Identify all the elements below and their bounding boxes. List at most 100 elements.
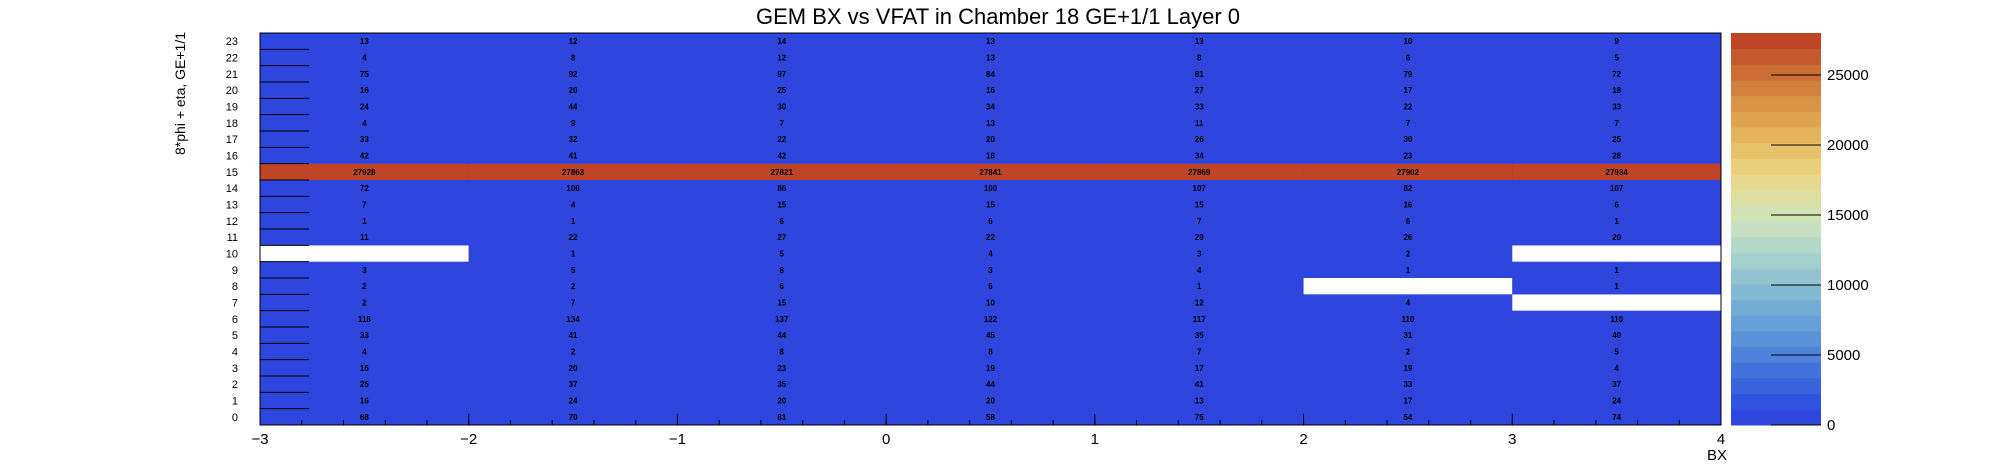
heatmap-cell <box>260 33 469 50</box>
cell-value-label: 14 <box>777 37 786 46</box>
colorbar-band <box>1731 362 1821 379</box>
cell-value-label: 6 <box>1614 201 1619 210</box>
colorbar-band <box>1731 142 1821 159</box>
cell-value-label: 44 <box>569 103 578 112</box>
cell-value-label: 75 <box>1195 413 1204 422</box>
heatmap-cell <box>468 212 678 229</box>
colorbar-band <box>1731 111 1821 128</box>
cell-value-label: 122 <box>984 315 998 324</box>
cell-value-label: 27934 <box>1606 168 1629 177</box>
heatmap-cell <box>677 294 887 311</box>
heatmap-cell <box>1094 147 1304 164</box>
heatmap-cell <box>1512 327 1721 344</box>
cell-value-label: 4 <box>1614 364 1619 373</box>
cell-value-label: 33 <box>1403 380 1412 389</box>
heatmap-cell <box>468 359 678 376</box>
heatmap-cell <box>1303 392 1513 409</box>
cell-value-label: 27 <box>1195 86 1204 95</box>
heatmap-cell <box>677 359 887 376</box>
cell-value-label: 24 <box>360 103 369 112</box>
cell-value-label: 8 <box>780 266 785 275</box>
heatmap-cell <box>677 131 887 148</box>
colorbar-band <box>1731 127 1821 144</box>
heatmap-cell <box>1094 359 1304 376</box>
cell-value-label: 26 <box>1195 135 1204 144</box>
cell-value-label: 34 <box>1195 152 1204 161</box>
cell-value-label: 15 <box>777 299 786 308</box>
cell-value-label: 44 <box>986 380 995 389</box>
heatmap-cell <box>1512 131 1721 148</box>
cell-value-label: 5 <box>1614 348 1619 357</box>
heatmap-cell <box>677 245 887 262</box>
heatmap-cell <box>468 180 678 197</box>
heatmap-cell <box>886 327 1095 344</box>
heatmap-cell <box>1094 294 1304 311</box>
heatmap-cell <box>1512 114 1721 131</box>
heatmap-cell <box>1303 49 1513 66</box>
heatmap-cell <box>1512 229 1721 246</box>
heatmap-cell <box>1094 131 1304 148</box>
cell-value-label: 2 <box>1406 348 1411 357</box>
heatmap-cell <box>1512 196 1721 213</box>
colorbar-band <box>1731 189 1821 206</box>
heatmap-cell <box>1512 65 1721 82</box>
y-tick-label: 3 <box>232 363 238 375</box>
colorbar-band <box>1731 33 1821 50</box>
cell-value-label: 3 <box>1197 250 1202 259</box>
cell-value-label: 32 <box>569 135 578 144</box>
cell-value-label: 22 <box>986 233 995 242</box>
heatmap-cell <box>468 245 678 262</box>
cell-value-label: 134 <box>566 315 580 324</box>
heatmap-cell <box>468 310 678 327</box>
cell-value-label: 45 <box>986 331 995 340</box>
colorbar-tick-label: 25000 <box>1827 67 1869 84</box>
heatmap-cell <box>1094 114 1304 131</box>
heatmap-cell <box>468 82 678 99</box>
cell-value-label: 34 <box>986 103 995 112</box>
cell-value-label: 72 <box>1612 70 1621 79</box>
x-tick-label: −1 <box>669 431 686 448</box>
y-tick-label: 15 <box>226 167 238 179</box>
y-tick-label: 13 <box>226 200 238 212</box>
heatmap-cell <box>677 98 887 115</box>
cell-value-label: 2 <box>571 348 576 357</box>
cell-value-label: 107 <box>1193 184 1207 193</box>
cell-value-label: 2 <box>571 282 576 291</box>
heatmap-cell <box>260 359 469 376</box>
heatmap-cell <box>1303 98 1513 115</box>
heatmap-cell <box>1303 65 1513 82</box>
colorbar-band <box>1731 80 1821 97</box>
colorbar-band <box>1731 393 1821 410</box>
colorbar-band <box>1731 221 1821 238</box>
heatmap-cell <box>468 196 678 213</box>
heatmap-cell <box>1094 327 1304 344</box>
cell-value-label: 6 <box>1406 217 1411 226</box>
colorbar-band <box>1731 409 1821 426</box>
heatmap-cell <box>886 98 1095 115</box>
heatmap-cell <box>1303 196 1513 213</box>
heatmap-cell <box>1303 114 1513 131</box>
heatmap-cell <box>677 408 887 425</box>
cell-value-label: 84 <box>986 70 995 79</box>
cell-value-label: 35 <box>1195 331 1204 340</box>
cell-value-label: 82 <box>1403 184 1412 193</box>
cell-value-label: 68 <box>360 413 369 422</box>
heatmap-cell <box>677 229 887 246</box>
colorbar-band <box>1731 315 1821 332</box>
heatmap-cell <box>468 163 678 180</box>
cell-value-label: 12 <box>569 37 578 46</box>
cell-value-label: 25 <box>1612 135 1621 144</box>
heatmap-cell <box>260 163 469 180</box>
heatmap-cell <box>886 408 1095 425</box>
heatmap-cell <box>1512 98 1721 115</box>
cell-value-label: 117 <box>1193 315 1206 324</box>
cell-value-label: 12 <box>777 54 786 63</box>
cell-value-label: 16 <box>360 86 369 95</box>
y-tick-label: 1 <box>232 396 238 408</box>
cell-value-label: 18 <box>1612 86 1621 95</box>
heatmap-cell <box>1094 245 1304 262</box>
heatmap-cell <box>260 131 469 148</box>
cell-value-label: 6 <box>780 282 785 291</box>
heatmap-cell <box>677 163 887 180</box>
heatmap-cell <box>677 392 887 409</box>
